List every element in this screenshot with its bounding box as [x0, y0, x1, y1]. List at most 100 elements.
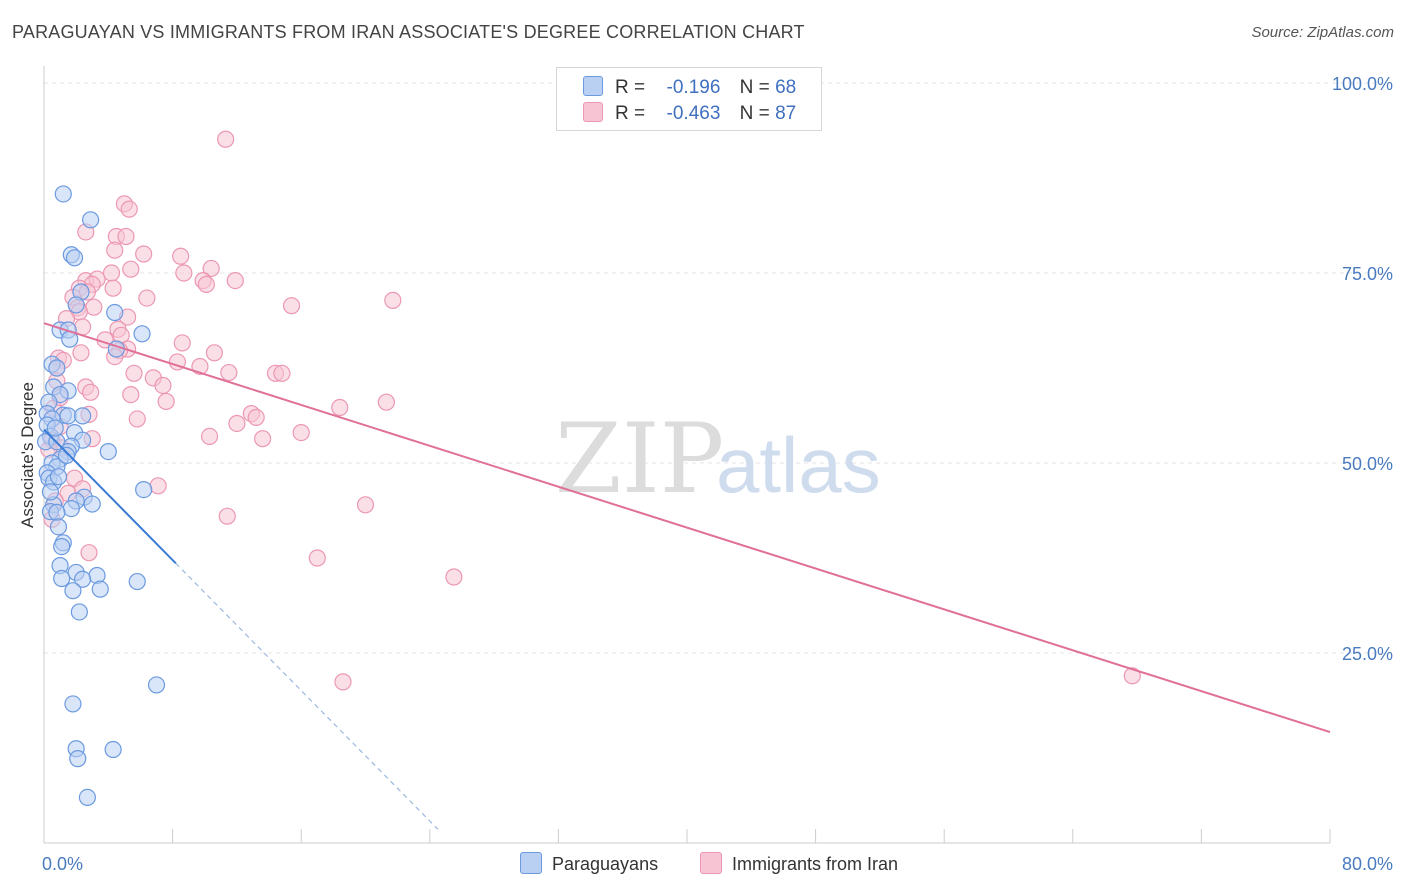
y-tick-label: 50.0% — [1342, 454, 1393, 474]
legend-swatch-pink — [583, 102, 603, 122]
point-iran — [106, 241, 124, 259]
point-iran — [197, 275, 215, 293]
y-tick-label: 100.0% — [1332, 74, 1393, 94]
series-swatch-blue — [520, 852, 542, 874]
point-iran — [254, 430, 272, 448]
point-paraguayans — [70, 603, 88, 621]
trend-line-paraguayans-extension — [175, 562, 439, 830]
legend-r-value: -0.463 — [666, 103, 721, 124]
legend-row-paraguayans: R = -0.196 N = 68 — [583, 76, 796, 98]
point-iran — [331, 398, 349, 417]
point-iran — [173, 334, 191, 352]
point-iran — [292, 424, 310, 442]
point-paraguayans — [64, 582, 82, 600]
point-iran — [334, 673, 352, 691]
point-paraguayans — [99, 443, 117, 461]
point-iran — [104, 279, 122, 297]
point-iran — [308, 549, 326, 567]
legend-r-label: R = — [615, 77, 646, 98]
x-tick-label: 0.0% — [42, 854, 83, 874]
point-paraguayans — [54, 185, 72, 203]
point-paraguayans — [83, 495, 101, 513]
point-iran — [356, 496, 375, 514]
point-paraguayans — [73, 570, 92, 588]
legend-n-value: 68 — [775, 77, 797, 98]
point-paraguayans — [46, 419, 64, 437]
point-iran — [125, 364, 143, 382]
point-paraguayans — [48, 359, 66, 377]
trend-lines — [43, 322, 1331, 830]
series-legend-iran: Immigrants from Iran — [700, 852, 898, 875]
point-iran — [205, 344, 223, 362]
point-iran — [82, 383, 100, 401]
point-paraguayans — [48, 503, 66, 522]
point-paraguayans — [135, 481, 153, 499]
series-legend-label: Paraguayans — [552, 854, 659, 874]
point-paraguayans — [147, 676, 166, 694]
trend-line-iran — [43, 322, 1331, 733]
legend-n-value: 87 — [775, 103, 797, 124]
legend-n-label: N = — [739, 103, 770, 124]
point-paraguayans — [53, 537, 71, 556]
point-paraguayans — [106, 303, 124, 322]
point-iran — [117, 227, 135, 246]
legend-n-label: N = — [739, 77, 770, 98]
point-iran — [135, 245, 153, 263]
point-iran — [273, 364, 291, 382]
point-paraguayans — [49, 518, 68, 536]
point-iran — [157, 392, 175, 411]
point-paraguayans — [91, 580, 109, 598]
chart-title: PARAGUAYAN VS IMMIGRANTS FROM IRAN ASSOC… — [12, 22, 805, 42]
y-tick-label: 75.0% — [1342, 264, 1393, 284]
point-iran — [218, 507, 236, 525]
gridlines — [44, 82, 1392, 654]
point-paraguayans — [82, 211, 100, 229]
point-paraguayans — [128, 572, 146, 591]
point-iran — [120, 200, 138, 218]
point-iran — [247, 408, 265, 426]
y-axis-label: Associate's Degree — [18, 382, 37, 528]
y-tick-label: 25.0% — [1342, 644, 1393, 664]
series-swatch-pink — [700, 852, 722, 874]
point-iran — [445, 568, 463, 586]
point-iran — [73, 318, 92, 336]
point-iran — [1123, 667, 1141, 685]
legend-row-iran: R = -0.463 N = 87 — [583, 102, 796, 124]
watermark: ZIP atlas — [555, 403, 881, 515]
point-paraguayans — [69, 750, 87, 768]
legend-swatch-blue — [583, 76, 603, 96]
point-paraguayans — [67, 296, 85, 314]
watermark-atlas: atlas — [716, 421, 881, 509]
legend-r-value: -0.196 — [666, 77, 721, 98]
point-iran — [149, 477, 167, 495]
point-iran — [154, 376, 172, 395]
point-paraguayans — [73, 407, 92, 425]
point-iran — [377, 393, 395, 411]
point-iran — [217, 130, 235, 148]
series-legend-label: Immigrants from Iran — [732, 854, 899, 874]
legend-r-label: R = — [615, 103, 646, 124]
point-iran — [228, 414, 246, 433]
point-iran — [200, 427, 219, 445]
series-legend: Paraguayans Immigrants from Iran — [0, 852, 1406, 878]
point-iran — [72, 344, 90, 362]
axis-labels: 25.0% 50.0% 75.0% 100.0% 0.0% 80.0% Associate'… — [18, 74, 1393, 874]
point-paraguayans — [133, 325, 151, 343]
point-paraguayans — [49, 468, 68, 486]
point-paraguayans — [53, 569, 71, 588]
point-iran — [282, 297, 301, 315]
point-paraguayans — [64, 695, 82, 713]
trend-line-paraguayans — [43, 428, 177, 565]
point-iran — [102, 264, 121, 282]
point-iran — [80, 544, 98, 562]
point-paraguayans — [65, 249, 84, 267]
series-legend-paraguayans: Paraguayans — [520, 852, 658, 875]
watermark-zip: ZIP — [555, 403, 724, 515]
point-paraguayans — [78, 788, 97, 807]
point-iran — [172, 247, 190, 265]
point-paraguayans — [59, 407, 77, 425]
point-iran — [202, 259, 220, 278]
point-paraguayans — [41, 483, 60, 501]
point-iran — [384, 291, 402, 309]
